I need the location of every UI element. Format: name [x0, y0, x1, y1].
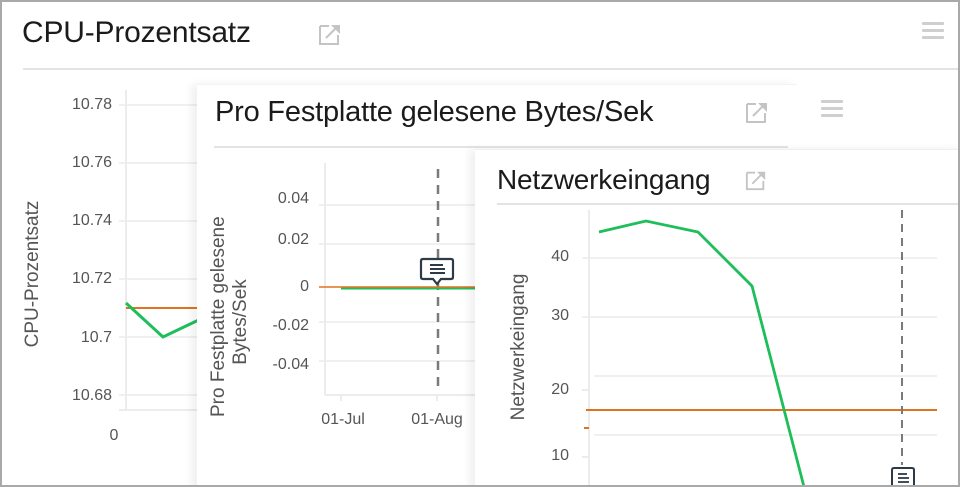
y-tick: 0.02 — [277, 231, 309, 248]
x-tick: 01-Aug — [411, 411, 463, 428]
comment-bubble-icon[interactable] — [890, 466, 916, 487]
y-tick: -0.02 — [272, 317, 309, 334]
disk-read-card-divider — [214, 146, 788, 148]
y-tick: 30 — [551, 307, 569, 324]
hamburger-menu-icon[interactable] — [922, 22, 944, 41]
y-tick: 10.7 — [80, 329, 112, 346]
y-tick: 0 — [300, 278, 309, 295]
disk-read-card-title: Pro Festplatte gelesene Bytes/Sek — [215, 96, 654, 128]
external-link-icon[interactable] — [745, 169, 767, 191]
cpu-card-title: CPU-Prozentsatz — [22, 16, 251, 49]
y-tick: 10.78 — [71, 96, 112, 113]
disk-read-y-axis-label-line1: Pro Festplatte gelesene — [208, 216, 229, 417]
network-in-y-axis-label: Netzwerkeingang — [508, 273, 529, 421]
hamburger-menu-icon[interactable] — [821, 100, 843, 119]
comment-bubble-icon[interactable] — [419, 257, 455, 287]
x-tick: 01-Jul — [321, 411, 365, 428]
external-link-icon[interactable] — [745, 100, 769, 124]
y-tick: 10 — [551, 447, 569, 464]
external-link-icon[interactable] — [318, 22, 342, 46]
y-tick: 10.74 — [71, 212, 112, 229]
x-tick: 0 — [109, 427, 119, 444]
y-tick: 40 — [551, 248, 569, 265]
y-tick: 0.04 — [277, 190, 309, 207]
network-in-card-title: Netzwerkeingang — [497, 164, 711, 195]
y-tick: 10.72 — [71, 270, 112, 287]
cpu-y-axis-label: CPU-Prozentsatz — [22, 200, 43, 348]
network-in-chart-plot — [582, 210, 937, 485]
cpu-card-divider — [23, 68, 958, 70]
y-tick: -0.04 — [272, 356, 309, 373]
network-in-card: Netzwerkeingang Netzwerkeingang 40 30 20… — [475, 149, 958, 487]
y-tick: 20 — [551, 381, 569, 398]
network-in-card-divider — [497, 203, 958, 205]
y-tick: 10.68 — [71, 387, 112, 404]
y-tick: 10.76 — [71, 154, 112, 171]
cpu-chart-plot — [119, 90, 208, 411]
